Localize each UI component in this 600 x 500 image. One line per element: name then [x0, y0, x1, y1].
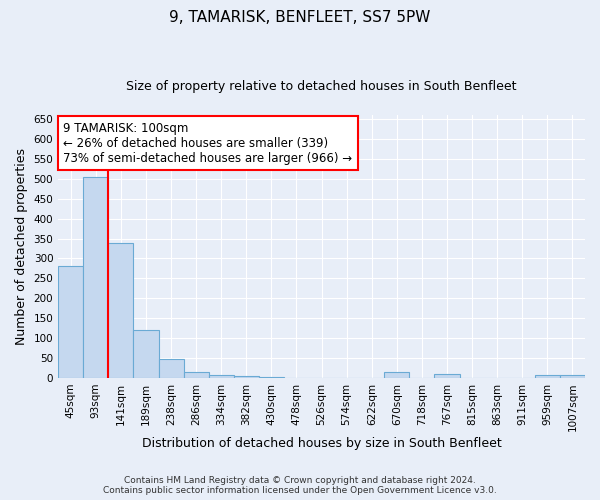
Bar — [83, 177, 109, 378]
Y-axis label: Number of detached properties: Number of detached properties — [15, 148, 28, 345]
Bar — [58, 266, 83, 378]
Bar — [535, 376, 560, 378]
Bar — [209, 375, 234, 378]
Bar — [385, 372, 409, 378]
Title: Size of property relative to detached houses in South Benfleet: Size of property relative to detached ho… — [127, 80, 517, 93]
Bar — [158, 360, 184, 378]
Bar — [434, 374, 460, 378]
Bar — [184, 372, 209, 378]
Text: 9, TAMARISK, BENFLEET, SS7 5PW: 9, TAMARISK, BENFLEET, SS7 5PW — [169, 10, 431, 25]
Bar — [133, 330, 158, 378]
X-axis label: Distribution of detached houses by size in South Benfleet: Distribution of detached houses by size … — [142, 437, 502, 450]
Text: Contains HM Land Registry data © Crown copyright and database right 2024.
Contai: Contains HM Land Registry data © Crown c… — [103, 476, 497, 495]
Bar — [234, 376, 259, 378]
Bar — [560, 376, 585, 378]
Bar — [109, 244, 133, 378]
Text: 9 TAMARISK: 100sqm
← 26% of detached houses are smaller (339)
73% of semi-detach: 9 TAMARISK: 100sqm ← 26% of detached hou… — [64, 122, 353, 164]
